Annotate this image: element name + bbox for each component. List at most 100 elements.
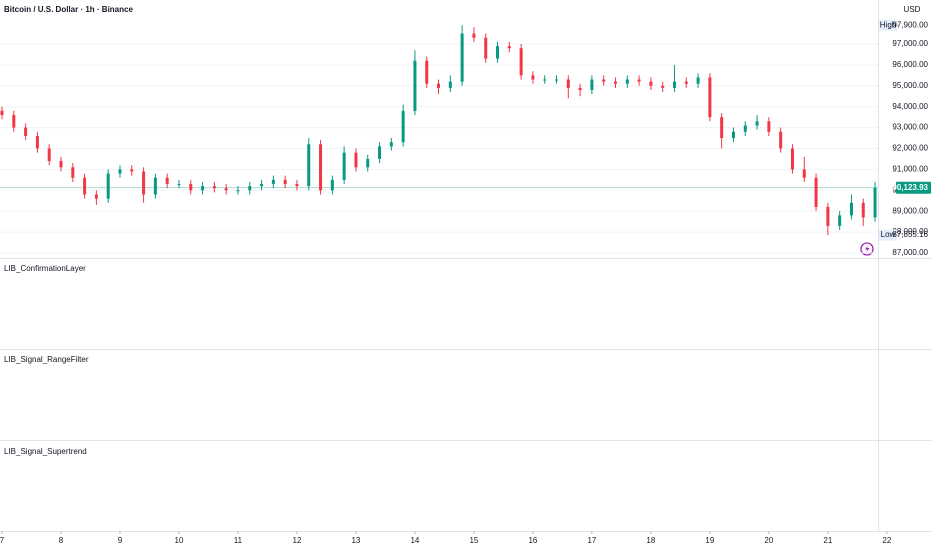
x-tick-label: 9	[118, 536, 123, 545]
candle-body	[177, 184, 181, 186]
price-marker-bg	[879, 19, 897, 31]
candle-body	[625, 79, 629, 84]
candle-body	[12, 115, 16, 128]
y-tick-label: 94,000.00	[892, 102, 928, 111]
alert-circle	[860, 242, 874, 256]
candle-body	[24, 127, 28, 136]
x-tick-label: 10	[175, 536, 184, 545]
x-tick-label: 8	[59, 536, 64, 545]
candle-body	[413, 60, 417, 111]
x-tick-label: 7	[0, 536, 5, 545]
candle-body	[425, 60, 429, 84]
candle-body	[543, 79, 547, 81]
x-tick-label: 17	[587, 536, 596, 545]
y-tick-label: 88,000.00	[892, 227, 928, 236]
candle-body	[283, 179, 287, 185]
candle-body	[47, 148, 51, 162]
candle-body	[613, 81, 617, 84]
candle-body	[755, 121, 759, 126]
candle-body	[437, 83, 441, 88]
last-price-label: 90,123.93	[892, 183, 928, 192]
x-tick-label: 22	[882, 536, 891, 545]
pane-label: LIB_Signal_RangeFilter	[4, 355, 89, 364]
candle-body	[460, 33, 464, 82]
candle-body	[295, 184, 299, 187]
candle-body	[484, 37, 488, 59]
candle-body	[826, 207, 830, 226]
candle-body	[354, 152, 358, 168]
candle-body	[106, 173, 110, 199]
candle-body	[71, 167, 75, 178]
candle-body	[366, 158, 370, 168]
x-tick-label: 16	[528, 536, 537, 545]
candle-body	[873, 187, 877, 218]
candle-body	[743, 125, 747, 132]
candle-body	[696, 77, 700, 84]
alert-icon[interactable]	[860, 242, 874, 256]
candle-body	[271, 179, 275, 185]
last-price-tag	[896, 181, 931, 194]
candle-body	[260, 184, 264, 187]
candle-body	[649, 81, 653, 86]
candle-body	[661, 85, 665, 88]
x-tick-label: 18	[646, 536, 655, 545]
candle-body	[35, 135, 39, 149]
price-marker-bg	[879, 229, 897, 241]
candle-body	[708, 77, 712, 118]
price-marker-label: High	[880, 20, 896, 29]
candle-body	[307, 144, 311, 187]
candle-body	[731, 131, 735, 139]
candle-body	[519, 48, 523, 76]
price-marker-value: 87,855.16	[892, 230, 928, 239]
pane-label: LIB_Signal_Supertrend	[4, 447, 87, 456]
price-marker-value: 97,900.00	[892, 20, 928, 29]
candle-body	[142, 171, 146, 195]
y-tick-label: 96,000.00	[892, 60, 928, 69]
candle-body	[672, 81, 676, 88]
candle-body	[248, 186, 252, 191]
candle-body	[189, 184, 193, 191]
candle-body	[224, 188, 228, 191]
candle-body	[684, 81, 688, 84]
x-tick-label: 21	[823, 536, 832, 545]
candle-body	[790, 148, 794, 170]
candle-body	[319, 144, 323, 191]
candle-body	[378, 146, 382, 159]
candle-body	[401, 110, 405, 143]
candle-body	[802, 169, 806, 178]
pane-label: LIB_ConfirmationLayer	[4, 264, 86, 273]
candle-body	[59, 161, 63, 168]
candle-body	[767, 121, 771, 132]
x-tick-label: 19	[705, 536, 714, 545]
price-marker-label: Low	[881, 230, 896, 239]
x-tick-label: 12	[293, 536, 302, 545]
candle-body	[94, 194, 98, 199]
y-tick-label: 87,000.00	[892, 248, 928, 257]
candle-body	[330, 179, 334, 191]
candle-body	[153, 177, 157, 195]
candle-body	[212, 186, 216, 189]
y-tick-label: 91,000.00	[892, 164, 928, 173]
candle-body	[118, 169, 122, 174]
x-tick-label: 14	[410, 536, 419, 545]
candle-body	[389, 142, 393, 147]
candle-body	[555, 79, 559, 81]
candle-body	[0, 110, 4, 116]
candle-body	[448, 81, 452, 88]
candle-body	[566, 79, 570, 88]
candle-body	[779, 131, 783, 149]
candle-body	[861, 202, 865, 218]
candle-body	[236, 190, 240, 192]
candle-body	[342, 152, 346, 180]
x-tick-label: 13	[351, 536, 360, 545]
candle-body	[578, 87, 582, 90]
y-tick-label: 97,000.00	[892, 39, 928, 48]
candle-body	[849, 202, 853, 216]
y-tick-label: 95,000.00	[892, 81, 928, 90]
candle-body	[507, 46, 511, 49]
candle-body	[838, 215, 842, 226]
x-tick-label: 11	[234, 536, 243, 545]
x-tick-label: 20	[764, 536, 773, 545]
